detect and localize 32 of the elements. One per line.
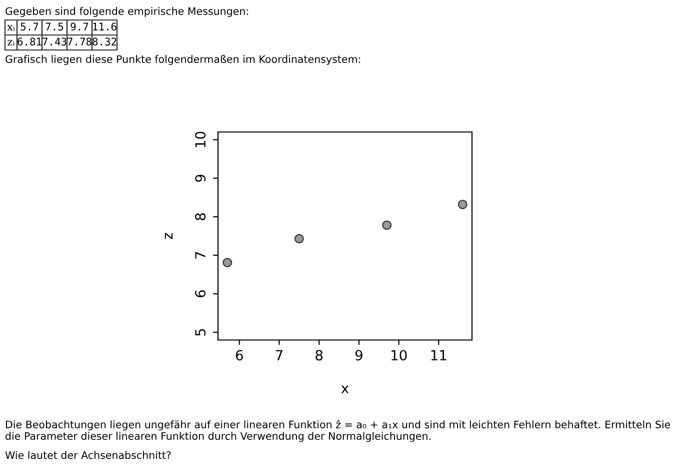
y-axis-title: z: [164, 232, 173, 240]
text: Grafisch liegen diese Punkte folgendermaßen im Koordinatensystem:: [6, 55, 360, 65]
y-tick-label: 5: [195, 329, 206, 336]
point: [222, 258, 232, 268]
text: 7.5: [46, 22, 64, 31]
text: 6.81: [18, 38, 42, 46]
text: 8.32: [92, 38, 116, 46]
text: 7.43: [42, 38, 66, 46]
text: 5.7: [20, 22, 38, 31]
text: xᵢ: [7, 24, 15, 30]
x-tick-label: 7: [276, 350, 282, 360]
text: 9.7: [70, 22, 88, 31]
y-tick-label: 6: [195, 290, 206, 298]
text: zᵢ: [8, 40, 15, 46]
text: 7.78: [68, 38, 92, 46]
y-tick-label: 7: [195, 252, 206, 259]
text: Die Beobachtungen liegen ungefähr auf einer linearen Funktion ẑ = a₀ + a₁x und sind mit leichten Fehlern behaftet. Ermitteln Sie die Parameter dieser linearen Funktion durch Verwendung der Normalgleichungen.: [6, 420, 670, 442]
y-tick-label: 10: [195, 132, 206, 148]
point: [458, 200, 468, 210]
x-axis-title: x: [341, 386, 349, 394]
text: Wie lautet der Achsenabschnitt?: [5, 451, 171, 459]
x-tick-label: 8: [316, 350, 323, 360]
y-tick-label: 9: [195, 174, 206, 182]
x-tick-label: 10: [392, 350, 407, 360]
x-tick-label: 11: [431, 350, 446, 360]
x-tick-label: 6: [236, 350, 243, 360]
text: 11.6: [93, 22, 116, 31]
x-tick-label: 9: [355, 350, 362, 360]
text: Gegeben sind folgende empirische Messungen:: [6, 7, 248, 17]
y-tick-label: 8: [195, 213, 206, 220]
point: [382, 220, 392, 230]
point: [294, 234, 304, 244]
